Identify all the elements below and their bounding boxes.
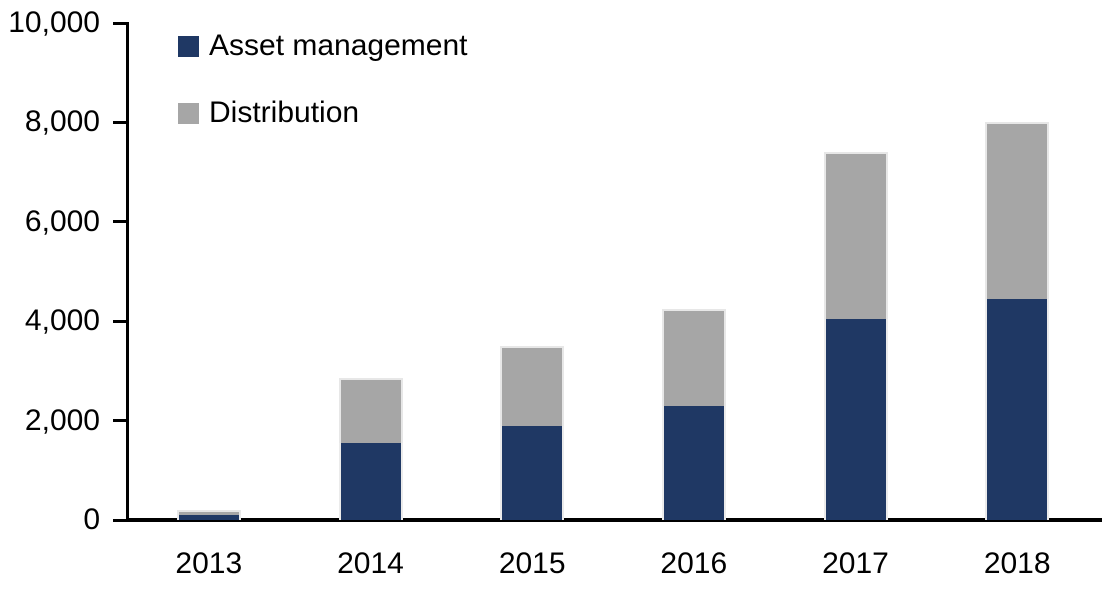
bar-2015-asset-management (500, 425, 565, 520)
bar-2017-distribution (823, 152, 888, 319)
x-axis-label-2015: 2015 (498, 547, 566, 580)
bar-2013-distribution (176, 510, 241, 516)
y-axis-tickmark (113, 518, 128, 522)
y-axis-tick-label: 4,000 (24, 304, 100, 338)
bar-2018-distribution (985, 122, 1050, 299)
bar-2016-distribution (661, 308, 726, 406)
y-axis-tickmark (113, 21, 128, 25)
y-axis-tickmark (113, 319, 128, 323)
y-axis-tickmark (113, 120, 128, 124)
x-axis-label-2013: 2013 (175, 547, 243, 580)
x-axis-line (126, 518, 1102, 522)
legend-swatch-asset-management-icon (178, 35, 199, 57)
x-axis-label-2014: 2014 (337, 547, 404, 580)
bar-2015-distribution (500, 346, 565, 426)
y-axis-tickmark (113, 220, 128, 224)
y-axis-tick-label: 10,000 (8, 6, 100, 39)
legend-item-asset-management: Asset management (178, 28, 467, 64)
legend-label: Asset management (209, 29, 468, 62)
bar-2014-distribution (338, 378, 403, 443)
y-axis-line (126, 22, 129, 522)
bar-2013-asset-management (176, 515, 241, 520)
bar-2016-asset-management (661, 405, 726, 520)
legend-swatch-distribution-icon (178, 102, 199, 124)
legend-label: Distribution (209, 96, 360, 129)
x-axis-label-2018: 2018 (983, 547, 1051, 580)
x-axis-label-2016: 2016 (660, 547, 728, 580)
y-axis-tick-label: 6,000 (24, 204, 100, 238)
y-axis-tickmark (113, 419, 128, 423)
legend-item-distribution: Distribution (178, 95, 359, 131)
y-axis-tick-label: 2,000 (24, 403, 100, 437)
bar-2014-asset-management (338, 443, 403, 520)
bar-2018-asset-management (985, 298, 1050, 520)
y-axis-tick-label: 0 (83, 503, 100, 536)
y-axis-tick-label: 8,000 (24, 105, 100, 139)
bar-2017-asset-management (823, 318, 888, 520)
x-axis-label-2017: 2017 (822, 547, 889, 580)
